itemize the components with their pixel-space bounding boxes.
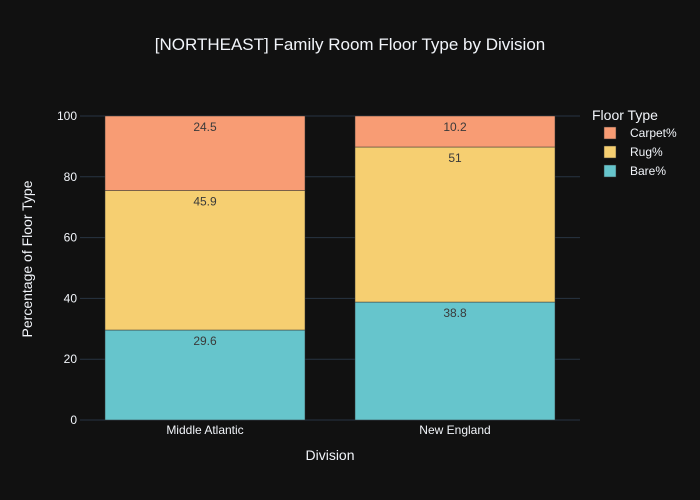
legend-swatch (603, 126, 617, 140)
legend-item[interactable]: Bare% (603, 164, 666, 178)
legend-label: Bare% (630, 164, 666, 178)
data-labels: 29.6 45.9 24.5 38.8 51 10.2 (193, 120, 467, 348)
bar-segment-carpet (354, 115, 556, 148)
legend-swatch (603, 145, 617, 159)
data-label: 45.9 (193, 194, 217, 208)
legend-title: Floor Type (592, 107, 658, 123)
legend-items: Carpet% Rug% Bare% (603, 126, 677, 178)
data-label: 29.6 (193, 334, 217, 348)
x-axis-title: Division (305, 447, 354, 463)
bar-segment-carpet (104, 115, 306, 191)
x-axis-ticks: Middle Atlantic New England (166, 423, 490, 437)
bar-segment-rug (354, 146, 556, 303)
legend: Floor Type Carpet% Rug% Bare% (592, 107, 677, 178)
data-label: 38.8 (443, 306, 467, 320)
x-tick-label: Middle Atlantic (166, 423, 243, 437)
bar-segment-rug (104, 190, 306, 331)
bar-segment-bare (354, 301, 556, 421)
bars (104, 115, 556, 421)
legend-swatch (603, 164, 617, 178)
y-axis-title: Percentage of Floor Type (19, 180, 35, 337)
y-axis-ticks: 0 20 40 60 80 100 (57, 109, 77, 427)
data-label: 51 (448, 151, 462, 165)
legend-item[interactable]: Carpet% (603, 126, 677, 140)
y-tick-label: 60 (64, 231, 78, 245)
y-tick-label: 0 (70, 413, 77, 427)
data-label: 10.2 (443, 120, 467, 134)
legend-label: Carpet% (630, 126, 677, 140)
x-tick-label: New England (419, 423, 490, 437)
y-tick-label: 80 (64, 170, 78, 184)
y-tick-label: 100 (57, 109, 77, 123)
bar-segment-bare (104, 329, 306, 421)
legend-item[interactable]: Rug% (603, 145, 663, 159)
y-tick-label: 20 (64, 352, 78, 366)
chart-title: [NORTHEAST] Family Room Floor Type by Di… (155, 35, 545, 54)
legend-label: Rug% (630, 145, 663, 159)
y-tick-label: 40 (64, 291, 78, 305)
data-label: 24.5 (193, 120, 217, 134)
